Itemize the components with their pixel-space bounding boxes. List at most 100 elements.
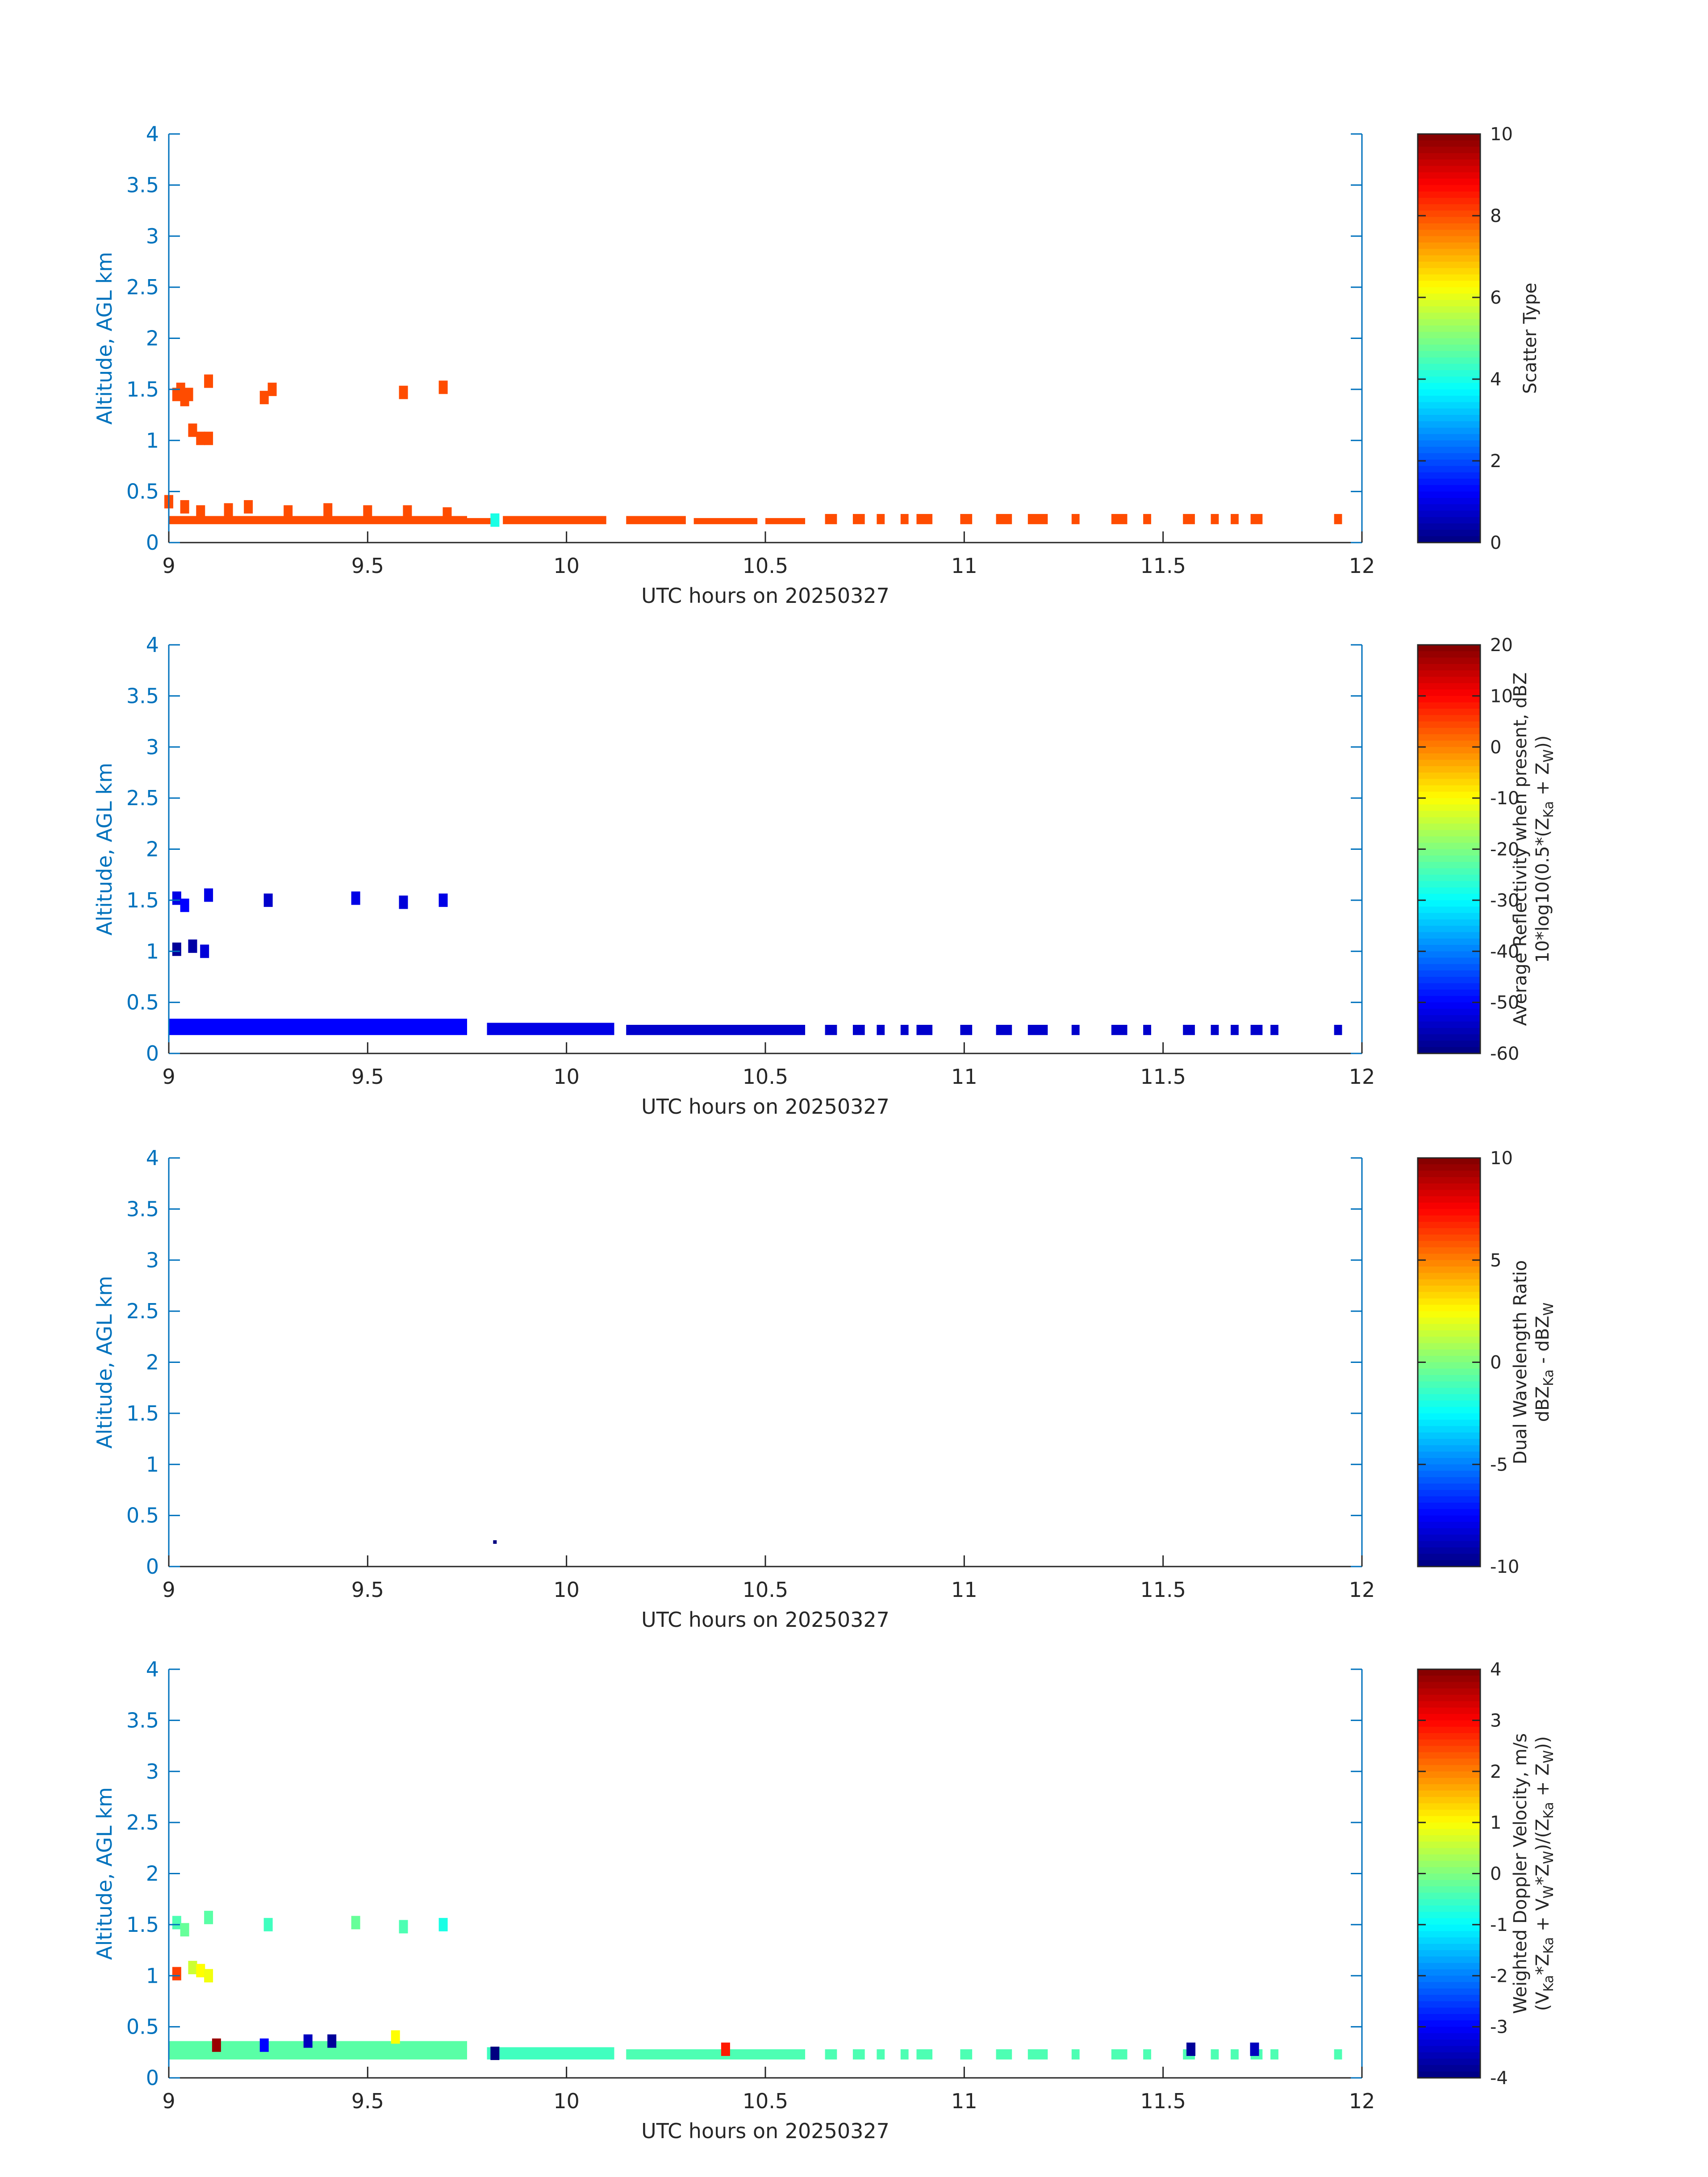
colorbar-tick-label: 5 <box>1490 1250 1501 1271</box>
colorbar-tick-label: -40 <box>1490 941 1519 962</box>
y-tick-label: 1 <box>146 428 159 452</box>
colorbar-swatch <box>1418 1886 1480 1893</box>
colorbar-swatch <box>1418 760 1480 767</box>
colorbar-swatch <box>1418 434 1480 441</box>
y-tick-label: 1.5 <box>126 1401 159 1425</box>
colorbar-swatch <box>1418 977 1480 984</box>
formula-subscript: Ka <box>1541 1937 1557 1954</box>
formula-subscript: W <box>1541 1750 1557 1763</box>
x-tick-label: 11 <box>951 1578 977 1602</box>
y-tick-label: 3 <box>146 735 159 759</box>
data-segment <box>900 514 909 524</box>
x-tick-label: 9.5 <box>351 2089 384 2113</box>
colorbar-tick-label: -5 <box>1490 1454 1508 1475</box>
y-tick-label: 3 <box>146 1759 159 1784</box>
y-axis-label: Altitude, AGL km <box>92 763 117 936</box>
colorbar-swatch <box>1418 1676 1480 1683</box>
x-axis-label: UTC hours on 20250327 <box>641 1608 889 1632</box>
colorbar-swatch <box>1418 957 1480 965</box>
colorbar-swatch <box>1418 1943 1480 1951</box>
colorbar-swatch <box>1418 785 1480 792</box>
data-cell <box>284 505 293 519</box>
colorbar-swatch <box>1418 1931 1480 1938</box>
formula-subscript: Ka <box>1541 1975 1557 1992</box>
x-tick-label: 10.5 <box>743 554 788 578</box>
colorbar-swatch <box>1418 1803 1480 1810</box>
colorbar-swatch <box>1418 1771 1480 1779</box>
data-cell <box>399 385 408 399</box>
colorbar-swatch <box>1418 1407 1480 1414</box>
formula-subscript: W <box>1541 749 1557 763</box>
colorbar-swatch <box>1418 1266 1480 1274</box>
colorbar-swatch <box>1418 1164 1480 1171</box>
formula-part: )/(Z <box>1533 1819 1553 1851</box>
colorbar-swatch <box>1418 1215 1480 1222</box>
colorbar-swatch <box>1418 944 1480 952</box>
x-tick-label: 11.5 <box>1140 2089 1186 2113</box>
colorbar-swatch <box>1418 472 1480 480</box>
colorbar-swatch <box>1418 1432 1480 1440</box>
data-cell <box>204 431 213 445</box>
data-segment <box>1211 514 1219 524</box>
colorbar-label: Dual Wavelength Ratio <box>1510 1260 1531 1464</box>
formula-subscript: W <box>1541 1303 1557 1316</box>
colorbar-swatch <box>1418 868 1480 875</box>
data-cell <box>244 500 253 514</box>
colorbar-swatch <box>1418 197 1480 205</box>
data-cell <box>351 891 360 905</box>
data-segment <box>1071 2049 1080 2060</box>
colorbar-swatch <box>1418 1445 1480 1452</box>
data-cell <box>303 2034 313 2048</box>
data-cell <box>490 2047 500 2060</box>
y-tick-label: 0 <box>146 2066 159 2090</box>
colorbar-swatch <box>1418 1880 1480 1887</box>
data-segment <box>877 514 885 524</box>
data-cell <box>172 891 181 905</box>
y-tick-label: 0.5 <box>126 480 159 504</box>
colorbar-swatch <box>1418 1298 1480 1305</box>
data-cell <box>443 507 452 521</box>
colorbar-swatch <box>1418 702 1480 709</box>
formula-part: *Z <box>1533 1954 1553 1975</box>
colorbar-swatch <box>1418 651 1480 658</box>
colorbar-swatch <box>1418 2059 1480 2066</box>
colorbar-swatch <box>1418 753 1480 760</box>
colorbar-swatch <box>1418 1988 1480 1996</box>
colorbar-swatch <box>1418 1714 1480 1721</box>
x-axis-label: UTC hours on 20250327 <box>641 584 889 608</box>
colorbar-swatch <box>1418 1976 1480 1983</box>
colorbar-swatch <box>1418 1797 1480 1804</box>
colorbar-swatch <box>1418 1924 1480 1932</box>
x-tick-label: 12 <box>1349 2089 1375 2113</box>
x-tick-label: 11.5 <box>1140 1578 1186 1602</box>
colorbar-swatch <box>1418 1848 1480 1855</box>
colorbar-swatch <box>1418 855 1480 863</box>
colorbar-swatch <box>1418 325 1480 333</box>
colorbar-swatch <box>1418 926 1480 933</box>
colorbar-tick-label: -10 <box>1490 788 1519 809</box>
colorbar-swatch <box>1418 268 1480 275</box>
colorbar-swatch <box>1418 913 1480 920</box>
colorbar-swatch <box>1418 1809 1480 1817</box>
colorbar-swatch <box>1418 1273 1480 1280</box>
colorbar-swatch <box>1418 1867 1480 1874</box>
colorbar-swatch <box>1418 1221 1480 1229</box>
colorbar-tick-label: -30 <box>1490 890 1519 911</box>
colorbar-swatch <box>1418 1963 1480 1970</box>
colorbar-swatch <box>1418 172 1480 180</box>
colorbar-label: Average Reflectivity when present, dBZ <box>1510 673 1531 1026</box>
formula-subscript: Ka <box>1541 1370 1557 1387</box>
colorbar-swatch <box>1418 1196 1480 1203</box>
y-tick-label: 3 <box>146 1248 159 1272</box>
colorbar-swatch <box>1418 1873 1480 1880</box>
colorbar-swatch <box>1418 1464 1480 1471</box>
colorbar-swatch <box>1418 881 1480 888</box>
colorbar-swatch <box>1418 1733 1480 1740</box>
colorbar-swatch <box>1418 1707 1480 1715</box>
y-tick-label: 4 <box>146 1657 159 1681</box>
colorbar-swatch <box>1418 530 1480 537</box>
formula-subscript: Ka <box>1541 801 1557 818</box>
x-tick-label: 9 <box>162 554 175 578</box>
colorbar-swatch <box>1418 421 1480 428</box>
colorbar-tick-label: 2 <box>1490 451 1501 472</box>
